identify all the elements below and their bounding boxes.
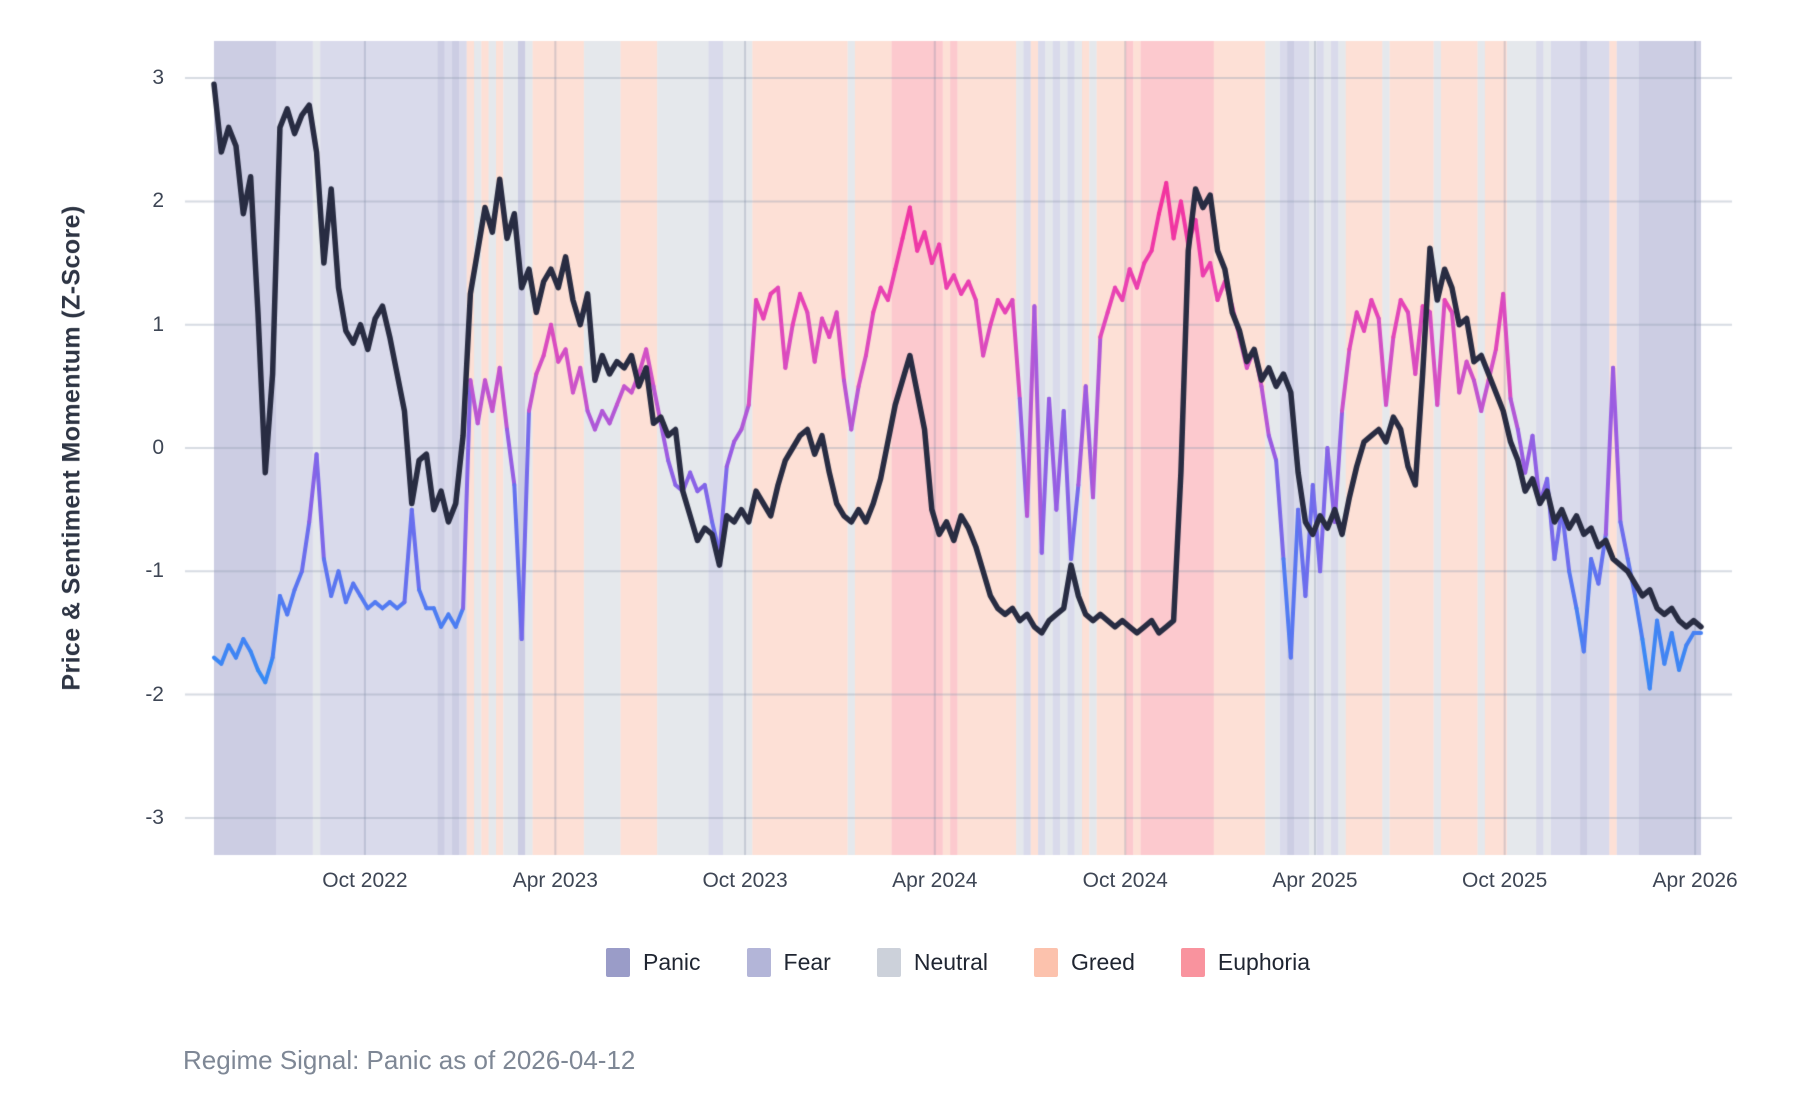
y-axis-title: Price & Sentiment Momentum (Z-Score) <box>57 205 86 691</box>
neutral-swatch-icon <box>876 948 901 977</box>
legend-item-fear[interactable]: Fear <box>746 948 831 977</box>
regime-signal-caption: Regime Signal: Panic as of 2026-04-12 <box>183 1045 636 1075</box>
x-tick-oct-2024: Oct 2024 <box>1082 869 1168 892</box>
y-tick-label-0: 0 <box>152 436 164 459</box>
legend-label-fear: Fear <box>783 949 831 975</box>
x-tick-oct-2025: Oct 2025 <box>1462 869 1548 892</box>
legend-item-neutral[interactable]: Neutral <box>876 948 988 977</box>
chart-legend: Panic Fear Neutral Greed Euphoria <box>605 948 1311 977</box>
legend-label-panic: Panic <box>642 949 701 975</box>
y-tick-label-2: 2 <box>152 189 164 213</box>
y-tick-label-m1: -1 <box>145 559 164 583</box>
euphoria-swatch-icon <box>1180 948 1205 977</box>
legend-label-greed: Greed <box>1070 949 1135 975</box>
x-tick-oct-2023: Oct 2023 <box>702 869 788 892</box>
legend-item-greed[interactable]: Greed <box>1033 948 1135 977</box>
x-tick-apr-2023: Apr 2023 <box>512 869 598 892</box>
legend-item-panic[interactable]: Panic <box>605 948 701 977</box>
greed-swatch-icon <box>1033 948 1058 977</box>
fear-swatch-icon <box>746 948 771 977</box>
legend-label-euphoria: Euphoria <box>1217 949 1311 975</box>
y-tick-label-3: 3 <box>152 66 164 90</box>
x-tick-oct-2022: Oct 2022 <box>322 869 408 892</box>
y-tick-label-m2: -2 <box>145 682 164 706</box>
legend-item-euphoria[interactable]: Euphoria <box>1180 948 1311 977</box>
x-tick-apr-2024: Apr 2024 <box>892 869 978 892</box>
x-tick-apr-2026: Apr 2026 <box>1652 869 1738 892</box>
x-tick-apr-2025: Apr 2025 <box>1272 869 1358 892</box>
y-tick-label-m3: -3 <box>145 805 164 829</box>
legend-label-neutral: Neutral <box>913 949 988 975</box>
y-tick-label-1: 1 <box>152 312 164 336</box>
panic-swatch-icon <box>605 948 630 977</box>
